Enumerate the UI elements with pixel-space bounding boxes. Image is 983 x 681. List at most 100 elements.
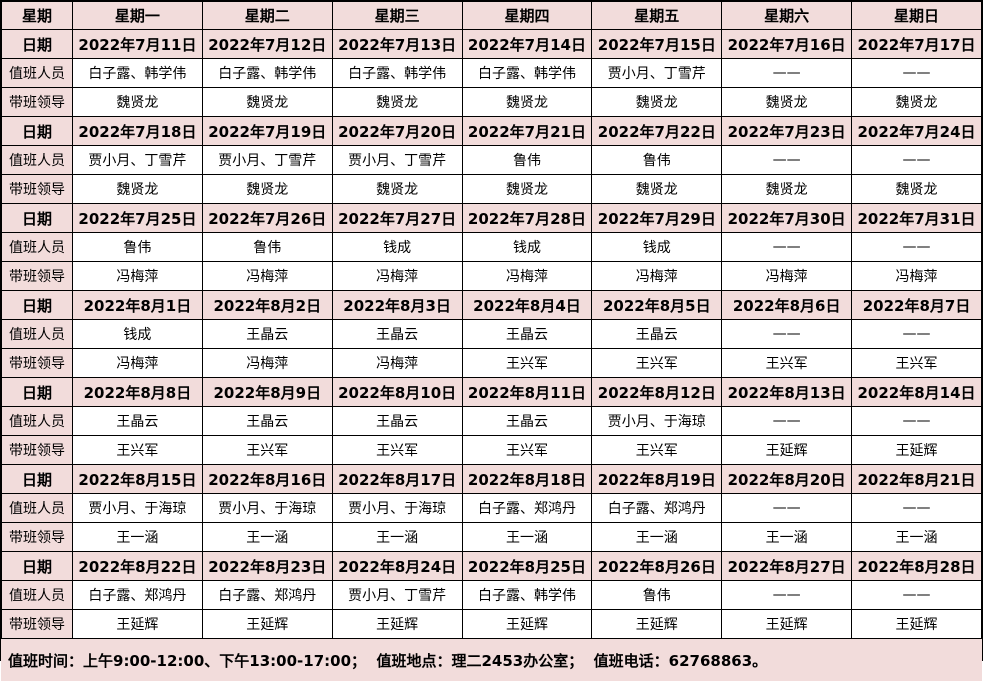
staff-cell: 鲁伟	[591, 580, 723, 610]
staff-cell: 贾小月、丁雪芹	[591, 58, 723, 88]
date-cell: 2022年7月31日	[851, 203, 982, 233]
staff-cell: 白子露、韩学伟	[201, 58, 333, 88]
staff-row: 值班人员 钱成 王晶云 王晶云 王晶云 王晶云 —— ——	[1, 319, 982, 349]
leader-cell: 魏贤龙	[851, 174, 982, 204]
weekday-header-cell: 星期三	[331, 1, 463, 30]
staff-cell: ——	[851, 493, 982, 523]
leader-row: 带班领导 王兴军 王兴军 王兴军 王兴军 王兴军 王延辉 王延辉	[1, 435, 982, 465]
leader-row: 带班领导 冯梅萍 冯梅萍 冯梅萍 王兴军 王兴军 王兴军 王兴军	[1, 348, 982, 378]
leader-cell: 王兴军	[461, 435, 593, 465]
staff-row-label-cell: 值班人员	[1, 145, 73, 175]
date-cell: 2022年7月17日	[851, 29, 982, 59]
date-cell: 2022年8月17日	[331, 464, 463, 494]
staff-cell: 王晶云	[201, 406, 333, 436]
date-row: 日期 2022年8月22日 2022年8月23日 2022年8月24日 2022年8月2…	[1, 551, 982, 581]
staff-cell: 王晶云	[461, 319, 593, 349]
date-cell: 2022年7月21日	[461, 116, 593, 146]
leader-cell: 王延辉	[851, 435, 982, 465]
date-cell: 2022年8月19日	[591, 464, 723, 494]
staff-cell: ——	[851, 319, 982, 349]
staff-cell: ——	[851, 580, 982, 610]
date-cell: 2022年7月18日	[72, 116, 203, 146]
leader-row-label-cell: 带班领导	[1, 87, 73, 117]
staff-cell: ——	[851, 145, 982, 175]
staff-row-label-cell: 值班人员	[1, 580, 73, 610]
leader-cell: 魏贤龙	[461, 87, 593, 117]
staff-cell: 贾小月、于海琼	[201, 493, 333, 523]
date-cell: 2022年8月9日	[201, 377, 333, 407]
staff-row-label-cell: 值班人员	[1, 493, 73, 523]
date-cell: 2022年7月22日	[591, 116, 723, 146]
date-cell: 2022年8月18日	[461, 464, 593, 494]
staff-cell: 白子露、郑鸿丹	[591, 493, 723, 523]
staff-cell: 王晶云	[461, 406, 593, 436]
date-cell: 2022年8月15日	[72, 464, 203, 494]
date-cell: 2022年8月7日	[851, 290, 982, 320]
staff-cell: ——	[851, 58, 982, 88]
leader-row-label-cell: 带班领导	[1, 435, 73, 465]
staff-cell: ——	[851, 232, 982, 262]
staff-cell: 鲁伟	[72, 232, 203, 262]
date-cell: 2022年8月26日	[591, 551, 723, 581]
leader-cell: 王兴军	[591, 435, 723, 465]
staff-cell: ——	[721, 493, 853, 523]
date-cell: 2022年8月22日	[72, 551, 203, 581]
weekday-header-cell: 星期二	[201, 1, 333, 30]
staff-cell: 白子露、韩学伟	[331, 58, 463, 88]
staff-cell: 王晶云	[591, 319, 723, 349]
staff-cell: 王晶云	[72, 406, 203, 436]
leader-row: 带班领导 王延辉 王延辉 王延辉 王延辉 王延辉 王延辉 王延辉	[1, 609, 982, 639]
staff-row: 值班人员 白子露、韩学伟 白子露、韩学伟 白子露、韩学伟 白子露、韩学伟 贾小月、丁雪芹 —…	[1, 58, 982, 88]
leader-cell: 冯梅萍	[72, 261, 203, 291]
date-cell: 2022年8月23日	[201, 551, 333, 581]
staff-row: 值班人员 贾小月、于海琼 贾小月、于海琼 贾小月、于海琼 白子露、郑鸿丹 白子露、郑鸿丹 —…	[1, 493, 982, 523]
date-cell: 2022年7月14日	[461, 29, 593, 59]
staff-cell: 白子露、韩学伟	[461, 58, 593, 88]
staff-cell: ——	[851, 406, 982, 436]
staff-cell: 钱成	[72, 319, 203, 349]
leader-cell: 王兴军	[331, 435, 463, 465]
leader-cell: 魏贤龙	[591, 87, 723, 117]
date-row: 日期 2022年7月25日 2022年7月26日 2022年7月27日 2022年7月2…	[1, 203, 982, 233]
date-cell: 2022年7月28日	[461, 203, 593, 233]
staff-cell: 白子露、郑鸿丹	[461, 493, 593, 523]
staff-cell: 贾小月、丁雪芹	[201, 145, 333, 175]
date-cell: 2022年8月11日	[461, 377, 593, 407]
leader-cell: 冯梅萍	[201, 261, 333, 291]
leader-row-label-cell: 带班领导	[1, 261, 73, 291]
leader-cell: 魏贤龙	[201, 87, 333, 117]
date-row-label-cell: 日期	[1, 116, 73, 146]
staff-cell: 王晶云	[331, 406, 463, 436]
leader-cell: 王延辉	[331, 609, 463, 639]
date-cell: 2022年7月29日	[591, 203, 723, 233]
weekday-header-cell: 星期四	[461, 1, 593, 30]
leader-cell: 王兴军	[851, 348, 982, 378]
date-row-label-cell: 日期	[1, 464, 73, 494]
leader-row: 带班领导 魏贤龙 魏贤龙 魏贤龙 魏贤龙 魏贤龙 魏贤龙 魏贤龙	[1, 174, 982, 204]
date-cell: 2022年8月21日	[851, 464, 982, 494]
leader-cell: 冯梅萍	[72, 348, 203, 378]
leader-cell: 冯梅萍	[591, 261, 723, 291]
leader-cell: 魏贤龙	[331, 174, 463, 204]
leader-cell: 魏贤龙	[72, 174, 203, 204]
leader-cell: 王兴军	[591, 348, 723, 378]
staff-cell: 贾小月、于海琼	[72, 493, 203, 523]
staff-cell: 王晶云	[201, 319, 333, 349]
leader-cell: 冯梅萍	[461, 261, 593, 291]
date-cell: 2022年7月25日	[72, 203, 203, 233]
staff-row: 值班人员 贾小月、丁雪芹 贾小月、丁雪芹 贾小月、丁雪芹 鲁伟 鲁伟 —— ——	[1, 145, 982, 175]
weekday-header-cell: 星期六	[721, 1, 853, 30]
date-cell: 2022年7月19日	[201, 116, 333, 146]
date-cell: 2022年8月5日	[591, 290, 723, 320]
leader-cell: 王延辉	[72, 609, 203, 639]
leader-cell: 王延辉	[591, 609, 723, 639]
duty-info-note: 值班时间：上午9:00-12:00、下午13:00-17:00； 值班地点：理二…	[1, 639, 982, 681]
leader-cell: 王兴军	[201, 435, 333, 465]
staff-cell: 鲁伟	[461, 145, 593, 175]
leader-cell: 王一涵	[591, 522, 723, 552]
leader-row-label-cell: 带班领导	[1, 348, 73, 378]
date-row: 日期 2022年8月15日 2022年8月16日 2022年8月17日 2022年8月1…	[1, 464, 982, 494]
leader-cell: 王延辉	[721, 435, 853, 465]
leader-cell: 魏贤龙	[851, 87, 982, 117]
